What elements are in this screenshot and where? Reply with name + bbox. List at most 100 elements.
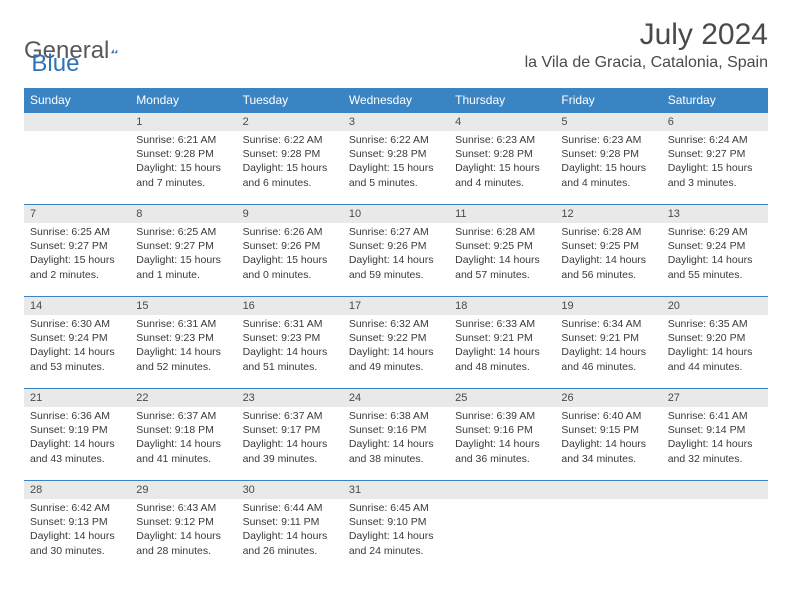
calendar-day-cell: 2Sunrise: 6:22 AMSunset: 9:28 PMDaylight… xyxy=(237,113,343,205)
daylight-text: Daylight: 15 hours and 5 minutes. xyxy=(349,161,443,189)
sunrise-text: Sunrise: 6:35 AM xyxy=(668,317,762,331)
sunset-text: Sunset: 9:27 PM xyxy=(30,239,124,253)
day-body: Sunrise: 6:23 AMSunset: 9:28 PMDaylight:… xyxy=(555,131,661,194)
day-number: 21 xyxy=(24,389,130,407)
calendar-day-cell: 14Sunrise: 6:30 AMSunset: 9:24 PMDayligh… xyxy=(24,297,130,389)
sunrise-text: Sunrise: 6:44 AM xyxy=(243,501,337,515)
sunrise-text: Sunrise: 6:38 AM xyxy=(349,409,443,423)
day-body: Sunrise: 6:26 AMSunset: 9:26 PMDaylight:… xyxy=(237,223,343,286)
calendar-day-cell: 30Sunrise: 6:44 AMSunset: 9:11 PMDayligh… xyxy=(237,481,343,573)
sunrise-text: Sunrise: 6:37 AM xyxy=(243,409,337,423)
day-number xyxy=(662,481,768,499)
day-body: Sunrise: 6:27 AMSunset: 9:26 PMDaylight:… xyxy=(343,223,449,286)
calendar-day-cell: 23Sunrise: 6:37 AMSunset: 9:17 PMDayligh… xyxy=(237,389,343,481)
day-body: Sunrise: 6:22 AMSunset: 9:28 PMDaylight:… xyxy=(237,131,343,194)
day-body: Sunrise: 6:34 AMSunset: 9:21 PMDaylight:… xyxy=(555,315,661,378)
sunrise-text: Sunrise: 6:28 AM xyxy=(455,225,549,239)
daylight-text: Daylight: 15 hours and 7 minutes. xyxy=(136,161,230,189)
day-body xyxy=(555,499,661,559)
calendar-day-cell: 24Sunrise: 6:38 AMSunset: 9:16 PMDayligh… xyxy=(343,389,449,481)
daylight-text: Daylight: 15 hours and 4 minutes. xyxy=(455,161,549,189)
sunrise-text: Sunrise: 6:40 AM xyxy=(561,409,655,423)
sunset-text: Sunset: 9:16 PM xyxy=(349,423,443,437)
day-body: Sunrise: 6:25 AMSunset: 9:27 PMDaylight:… xyxy=(24,223,130,286)
day-body: Sunrise: 6:32 AMSunset: 9:22 PMDaylight:… xyxy=(343,315,449,378)
calendar-day-cell xyxy=(24,113,130,205)
day-number: 4 xyxy=(449,113,555,131)
day-number: 9 xyxy=(237,205,343,223)
calendar-day-cell: 22Sunrise: 6:37 AMSunset: 9:18 PMDayligh… xyxy=(130,389,236,481)
day-number: 13 xyxy=(662,205,768,223)
sunset-text: Sunset: 9:26 PM xyxy=(349,239,443,253)
day-number: 29 xyxy=(130,481,236,499)
daylight-text: Daylight: 14 hours and 56 minutes. xyxy=(561,253,655,281)
sunset-text: Sunset: 9:13 PM xyxy=(30,515,124,529)
calendar-day-cell: 20Sunrise: 6:35 AMSunset: 9:20 PMDayligh… xyxy=(662,297,768,389)
day-body: Sunrise: 6:41 AMSunset: 9:14 PMDaylight:… xyxy=(662,407,768,470)
calendar-week-row: 1Sunrise: 6:21 AMSunset: 9:28 PMDaylight… xyxy=(24,113,768,205)
weekday-header: Monday xyxy=(130,88,236,113)
day-body xyxy=(24,131,130,191)
day-body: Sunrise: 6:31 AMSunset: 9:23 PMDaylight:… xyxy=(237,315,343,378)
daylight-text: Daylight: 15 hours and 0 minutes. xyxy=(243,253,337,281)
day-number: 14 xyxy=(24,297,130,315)
calendar-week-row: 14Sunrise: 6:30 AMSunset: 9:24 PMDayligh… xyxy=(24,297,768,389)
day-body: Sunrise: 6:39 AMSunset: 9:16 PMDaylight:… xyxy=(449,407,555,470)
day-number: 31 xyxy=(343,481,449,499)
sunset-text: Sunset: 9:23 PM xyxy=(136,331,230,345)
sunrise-text: Sunrise: 6:23 AM xyxy=(455,133,549,147)
day-number xyxy=(449,481,555,499)
sunrise-text: Sunrise: 6:31 AM xyxy=(136,317,230,331)
day-number: 16 xyxy=(237,297,343,315)
sunrise-text: Sunrise: 6:21 AM xyxy=(136,133,230,147)
calendar-day-cell: 21Sunrise: 6:36 AMSunset: 9:19 PMDayligh… xyxy=(24,389,130,481)
calendar-day-cell: 28Sunrise: 6:42 AMSunset: 9:13 PMDayligh… xyxy=(24,481,130,573)
sunset-text: Sunset: 9:21 PM xyxy=(561,331,655,345)
title-block: July 2024 la Vila de Gracia, Catalonia, … xyxy=(525,18,768,72)
day-number: 3 xyxy=(343,113,449,131)
daylight-text: Daylight: 14 hours and 59 minutes. xyxy=(349,253,443,281)
day-number: 12 xyxy=(555,205,661,223)
calendar-day-cell: 6Sunrise: 6:24 AMSunset: 9:27 PMDaylight… xyxy=(662,113,768,205)
calendar-day-cell: 4Sunrise: 6:23 AMSunset: 9:28 PMDaylight… xyxy=(449,113,555,205)
sunset-text: Sunset: 9:10 PM xyxy=(349,515,443,529)
sunrise-text: Sunrise: 6:28 AM xyxy=(561,225,655,239)
calendar-day-cell: 15Sunrise: 6:31 AMSunset: 9:23 PMDayligh… xyxy=(130,297,236,389)
day-number: 2 xyxy=(237,113,343,131)
day-body: Sunrise: 6:35 AMSunset: 9:20 PMDaylight:… xyxy=(662,315,768,378)
sunrise-text: Sunrise: 6:27 AM xyxy=(349,225,443,239)
sunrise-text: Sunrise: 6:29 AM xyxy=(668,225,762,239)
calendar-day-cell: 12Sunrise: 6:28 AMSunset: 9:25 PMDayligh… xyxy=(555,205,661,297)
day-number: 26 xyxy=(555,389,661,407)
calendar-day-cell xyxy=(662,481,768,573)
daylight-text: Daylight: 14 hours and 30 minutes. xyxy=(30,529,124,557)
day-number: 18 xyxy=(449,297,555,315)
calendar-week-row: 7Sunrise: 6:25 AMSunset: 9:27 PMDaylight… xyxy=(24,205,768,297)
sunrise-text: Sunrise: 6:24 AM xyxy=(668,133,762,147)
day-body: Sunrise: 6:25 AMSunset: 9:27 PMDaylight:… xyxy=(130,223,236,286)
daylight-text: Daylight: 14 hours and 55 minutes. xyxy=(668,253,762,281)
sunset-text: Sunset: 9:28 PM xyxy=(136,147,230,161)
daylight-text: Daylight: 15 hours and 6 minutes. xyxy=(243,161,337,189)
daylight-text: Daylight: 15 hours and 4 minutes. xyxy=(561,161,655,189)
sunset-text: Sunset: 9:28 PM xyxy=(243,147,337,161)
sunset-text: Sunset: 9:19 PM xyxy=(30,423,124,437)
sunrise-text: Sunrise: 6:26 AM xyxy=(243,225,337,239)
calendar-day-cell: 3Sunrise: 6:22 AMSunset: 9:28 PMDaylight… xyxy=(343,113,449,205)
day-body: Sunrise: 6:37 AMSunset: 9:18 PMDaylight:… xyxy=(130,407,236,470)
sunset-text: Sunset: 9:18 PM xyxy=(136,423,230,437)
sunset-text: Sunset: 9:27 PM xyxy=(668,147,762,161)
day-number: 30 xyxy=(237,481,343,499)
daylight-text: Daylight: 14 hours and 46 minutes. xyxy=(561,345,655,373)
sunset-text: Sunset: 9:20 PM xyxy=(668,331,762,345)
daylight-text: Daylight: 14 hours and 28 minutes. xyxy=(136,529,230,557)
calendar-day-cell: 31Sunrise: 6:45 AMSunset: 9:10 PMDayligh… xyxy=(343,481,449,573)
daylight-text: Daylight: 15 hours and 3 minutes. xyxy=(668,161,762,189)
calendar-day-cell: 10Sunrise: 6:27 AMSunset: 9:26 PMDayligh… xyxy=(343,205,449,297)
sunset-text: Sunset: 9:11 PM xyxy=(243,515,337,529)
calendar-day-cell: 27Sunrise: 6:41 AMSunset: 9:14 PMDayligh… xyxy=(662,389,768,481)
day-number: 24 xyxy=(343,389,449,407)
sunset-text: Sunset: 9:25 PM xyxy=(455,239,549,253)
day-number: 5 xyxy=(555,113,661,131)
day-number xyxy=(24,113,130,131)
